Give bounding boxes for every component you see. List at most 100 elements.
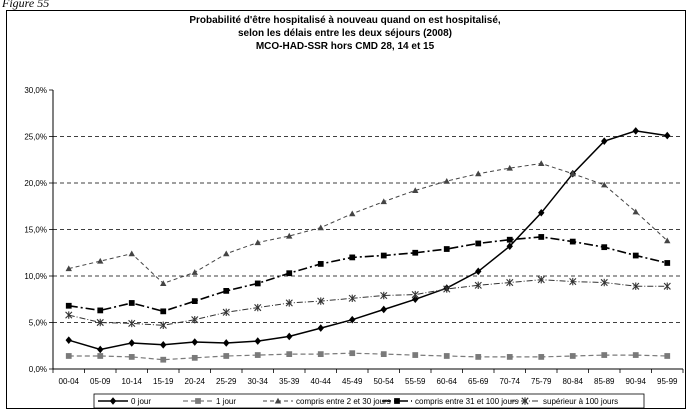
data-point: [664, 131, 671, 140]
data-point: [349, 210, 356, 217]
data-point: [521, 397, 529, 405]
data-point: [97, 307, 104, 314]
data-point: [380, 252, 387, 259]
data-point: [128, 319, 136, 328]
data-point: [380, 198, 387, 205]
figure-label: Figure 55: [2, 0, 50, 10]
chart-title-line-3: MCO-HAD-SSR hors CMD 28, 14 et 15: [255, 41, 435, 52]
data-point: [349, 350, 356, 357]
y-tick-label: 0,0%: [29, 365, 47, 374]
y-tick-label: 15,0%: [24, 226, 47, 235]
data-point: [632, 352, 639, 358]
data-point: [538, 160, 545, 167]
data-point: [475, 170, 482, 177]
data-point: [317, 351, 324, 357]
data-point: [506, 278, 514, 287]
data-point: [380, 291, 388, 300]
data-point: [538, 208, 545, 217]
data-point: [349, 254, 356, 261]
data-point: [443, 353, 450, 359]
series-line: [68, 279, 668, 326]
data-point: [632, 282, 640, 290]
data-point: [191, 298, 198, 304]
data-point: [664, 237, 671, 244]
x-tick-label: 45-49: [342, 377, 363, 386]
data-point: [160, 308, 167, 315]
legend-label: compris entre 2 et 30 jours: [296, 397, 391, 406]
chart-title-line-1: Probabilité d'être hospitalisé à nouveau…: [189, 15, 501, 26]
x-tick-label: 50-54: [374, 377, 395, 386]
data-point: [537, 276, 545, 284]
x-tick-label: 15-19: [153, 377, 174, 386]
legend-label: compris entre 31 et 100 jours: [415, 397, 519, 406]
data-point: [506, 164, 513, 171]
series-line: [68, 352, 668, 361]
data-point: [443, 246, 450, 252]
x-tick-label: 00-04: [59, 377, 80, 386]
data-point: [443, 177, 450, 184]
data-point: [474, 281, 482, 289]
data-point: [412, 187, 419, 193]
data-point: [286, 270, 293, 277]
data-point: [128, 354, 135, 360]
x-tick-label: 85-89: [594, 377, 615, 386]
x-tick-label: 80-84: [563, 377, 584, 386]
y-tick-label: 20,0%: [24, 179, 47, 188]
legend-entry: 0 jour: [98, 397, 151, 406]
data-point: [663, 282, 671, 290]
series-4: [65, 234, 671, 315]
data-point: [475, 267, 482, 276]
data-point: [286, 232, 293, 239]
data-point: [65, 336, 72, 344]
data-point: [538, 354, 545, 360]
chart-frame: [6, 10, 686, 409]
data-point: [191, 338, 198, 346]
x-tick-label: 75-79: [531, 377, 552, 386]
data-point: [569, 353, 576, 359]
data-point: [254, 352, 261, 358]
x-tick-label: 65-69: [468, 377, 489, 386]
data-point: [538, 234, 545, 240]
data-point: [601, 244, 608, 251]
legend-label: supérieur à 100 jours: [543, 397, 618, 406]
data-point: [632, 252, 639, 259]
data-point: [506, 242, 513, 251]
data-point: [160, 356, 167, 363]
data-point: [109, 397, 117, 405]
series-1: [65, 127, 671, 354]
grid-layer: [53, 136, 683, 323]
data-point: [317, 261, 324, 267]
x-tick-label: 60-64: [437, 377, 458, 386]
series-2: [65, 350, 671, 363]
data-point: [412, 352, 419, 358]
series-5: [65, 276, 671, 329]
data-point: [254, 239, 261, 246]
data-point: [506, 354, 513, 360]
data-point: [128, 300, 135, 306]
data-point: [191, 316, 199, 324]
data-point: [601, 137, 608, 145]
data-point: [601, 352, 608, 358]
x-tick-label: 95-99: [657, 377, 678, 386]
data-point: [394, 398, 400, 404]
data-point: [159, 321, 167, 329]
data-point: [254, 303, 262, 312]
series-layer: [65, 127, 671, 363]
data-point: [632, 127, 639, 135]
x-tick-label: 05-09: [90, 377, 111, 386]
data-point: [65, 311, 73, 319]
data-point: [286, 332, 293, 341]
legend-entry: supérieur à 100 jours: [510, 397, 618, 406]
data-point: [285, 299, 293, 307]
data-point: [223, 339, 230, 347]
data-point: [97, 353, 104, 359]
data-point: [443, 285, 451, 293]
x-tick-label: 10-14: [122, 377, 143, 386]
x-tick-label: 35-39: [279, 377, 300, 386]
data-point: [195, 398, 201, 404]
data-point: [97, 345, 104, 354]
data-point: [65, 265, 72, 272]
legend-entry: compris entre 31 et 100 jours: [382, 397, 519, 406]
data-point: [475, 240, 482, 247]
